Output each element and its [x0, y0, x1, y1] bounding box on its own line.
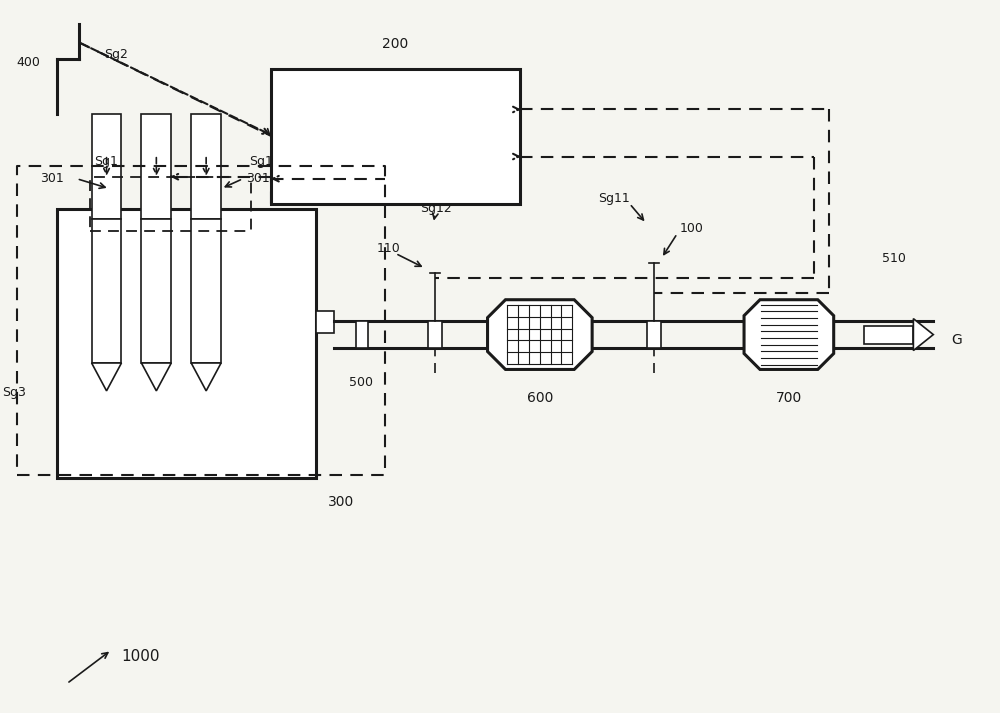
Text: 300: 300 — [328, 496, 354, 509]
Text: 700: 700 — [776, 391, 802, 405]
Bar — [428, 321, 442, 348]
Text: Sg12: Sg12 — [420, 202, 452, 215]
Polygon shape — [744, 299, 834, 369]
Bar — [316, 311, 334, 333]
Bar — [271, 69, 520, 204]
Text: 1000: 1000 — [121, 650, 160, 665]
Text: 400: 400 — [16, 56, 40, 68]
Text: Sg1: Sg1 — [249, 155, 273, 168]
Text: 301: 301 — [246, 173, 270, 185]
Polygon shape — [191, 363, 221, 391]
Bar — [141, 219, 171, 363]
Bar — [57, 209, 316, 478]
Text: 110: 110 — [377, 242, 400, 255]
Bar — [191, 219, 221, 363]
Text: G: G — [951, 332, 962, 347]
Bar — [141, 114, 171, 219]
Text: 301: 301 — [40, 173, 64, 185]
Polygon shape — [913, 319, 933, 351]
Bar — [864, 326, 913, 344]
Bar — [647, 321, 661, 348]
Bar — [356, 321, 368, 348]
Text: Sg2: Sg2 — [105, 48, 128, 61]
Text: Sg1: Sg1 — [95, 155, 118, 168]
Text: 500: 500 — [349, 376, 373, 389]
Polygon shape — [92, 363, 121, 391]
Text: Sg11: Sg11 — [598, 192, 629, 205]
Bar — [191, 114, 221, 219]
Polygon shape — [488, 299, 592, 369]
Text: Sg3: Sg3 — [2, 386, 26, 399]
Bar — [92, 219, 121, 363]
Text: 510: 510 — [882, 252, 905, 265]
Text: 200: 200 — [382, 37, 409, 51]
Text: 100: 100 — [679, 222, 703, 235]
Text: 600: 600 — [527, 391, 553, 405]
Bar — [92, 114, 121, 219]
Polygon shape — [141, 363, 171, 391]
